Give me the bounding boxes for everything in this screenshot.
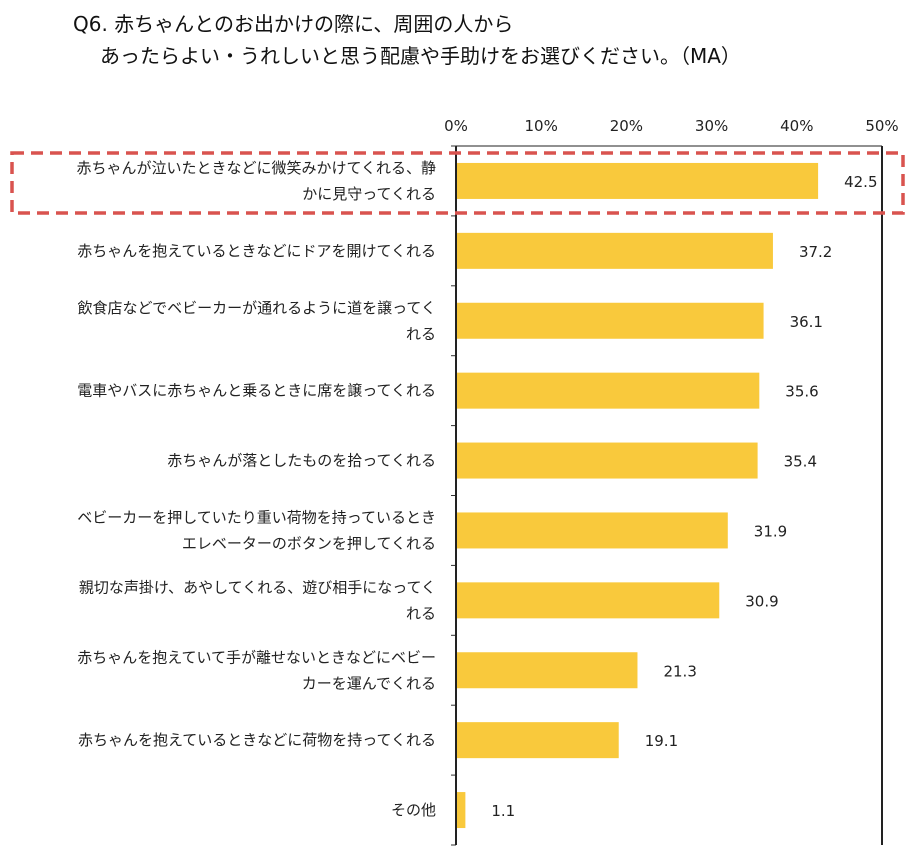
data-label: 42.5 [844,173,877,191]
x-tick-label: 0% [444,117,468,135]
highlight-box [10,151,905,215]
category-label: 赤ちゃんを抱えていて手が離せないときなどにベビー [77,648,436,666]
data-label: 31.9 [754,522,787,540]
x-tick-label: 50% [865,117,898,135]
bar [456,722,619,759]
data-label: 1.1 [491,802,515,820]
category-label: かに見守ってくれる [302,185,436,203]
category-label: 親切な声掛け、あやしてくれる、遊び相手になってく [79,578,436,596]
category-label: 赤ちゃんを抱えているときなどに荷物を持ってくれる [78,731,436,749]
bar [456,162,819,199]
bar [456,792,466,829]
category-label: カーを運んでくれる [302,674,436,692]
x-tick-label: 30% [695,117,728,135]
data-label: 35.4 [784,453,817,471]
data-label: 37.2 [799,243,832,261]
chart-title-line-1: Q6. 赤ちゃんとのお出かけの際に、周囲の人から [73,12,514,36]
category-label: その他 [391,801,436,819]
bar [456,372,760,409]
category-label: 赤ちゃんを抱えているときなどにドアを開けてくれる [77,242,436,260]
category-label: れる [406,325,436,343]
bar [456,652,638,689]
x-tick-label: 10% [525,117,558,135]
category-label: 電車やバスに赤ちゃんと乗るときに席を譲ってくれる [77,382,436,400]
data-label: 30.9 [745,592,778,610]
bar [456,512,728,549]
data-label: 19.1 [645,732,678,750]
bar [456,232,773,269]
category-label: れる [406,604,436,622]
data-label: 35.6 [785,383,818,401]
category-label: ベビーカーを押していたり重い荷物を持っているとき [77,508,436,526]
bar [456,442,758,479]
category-label: 赤ちゃんが落としたものを拾ってくれる [167,452,436,470]
chart-title-line-2: あったらよい・うれしいと思う配慮や手助けをお選びください。（MA） [100,44,741,68]
bar [456,582,720,619]
x-tick-label: 20% [610,117,643,135]
bar [456,302,764,339]
x-tick-label: 40% [780,117,813,135]
category-label: エレベーターのボタンを押してくれる [182,534,436,552]
category-label: 飲食店などでベビーカーが通れるように道を譲ってく [77,299,436,317]
data-label: 21.3 [663,662,696,680]
category-label: 赤ちゃんが泣いたときなどに微笑みかけてくれる、静 [76,159,436,177]
data-label: 36.1 [790,313,823,331]
